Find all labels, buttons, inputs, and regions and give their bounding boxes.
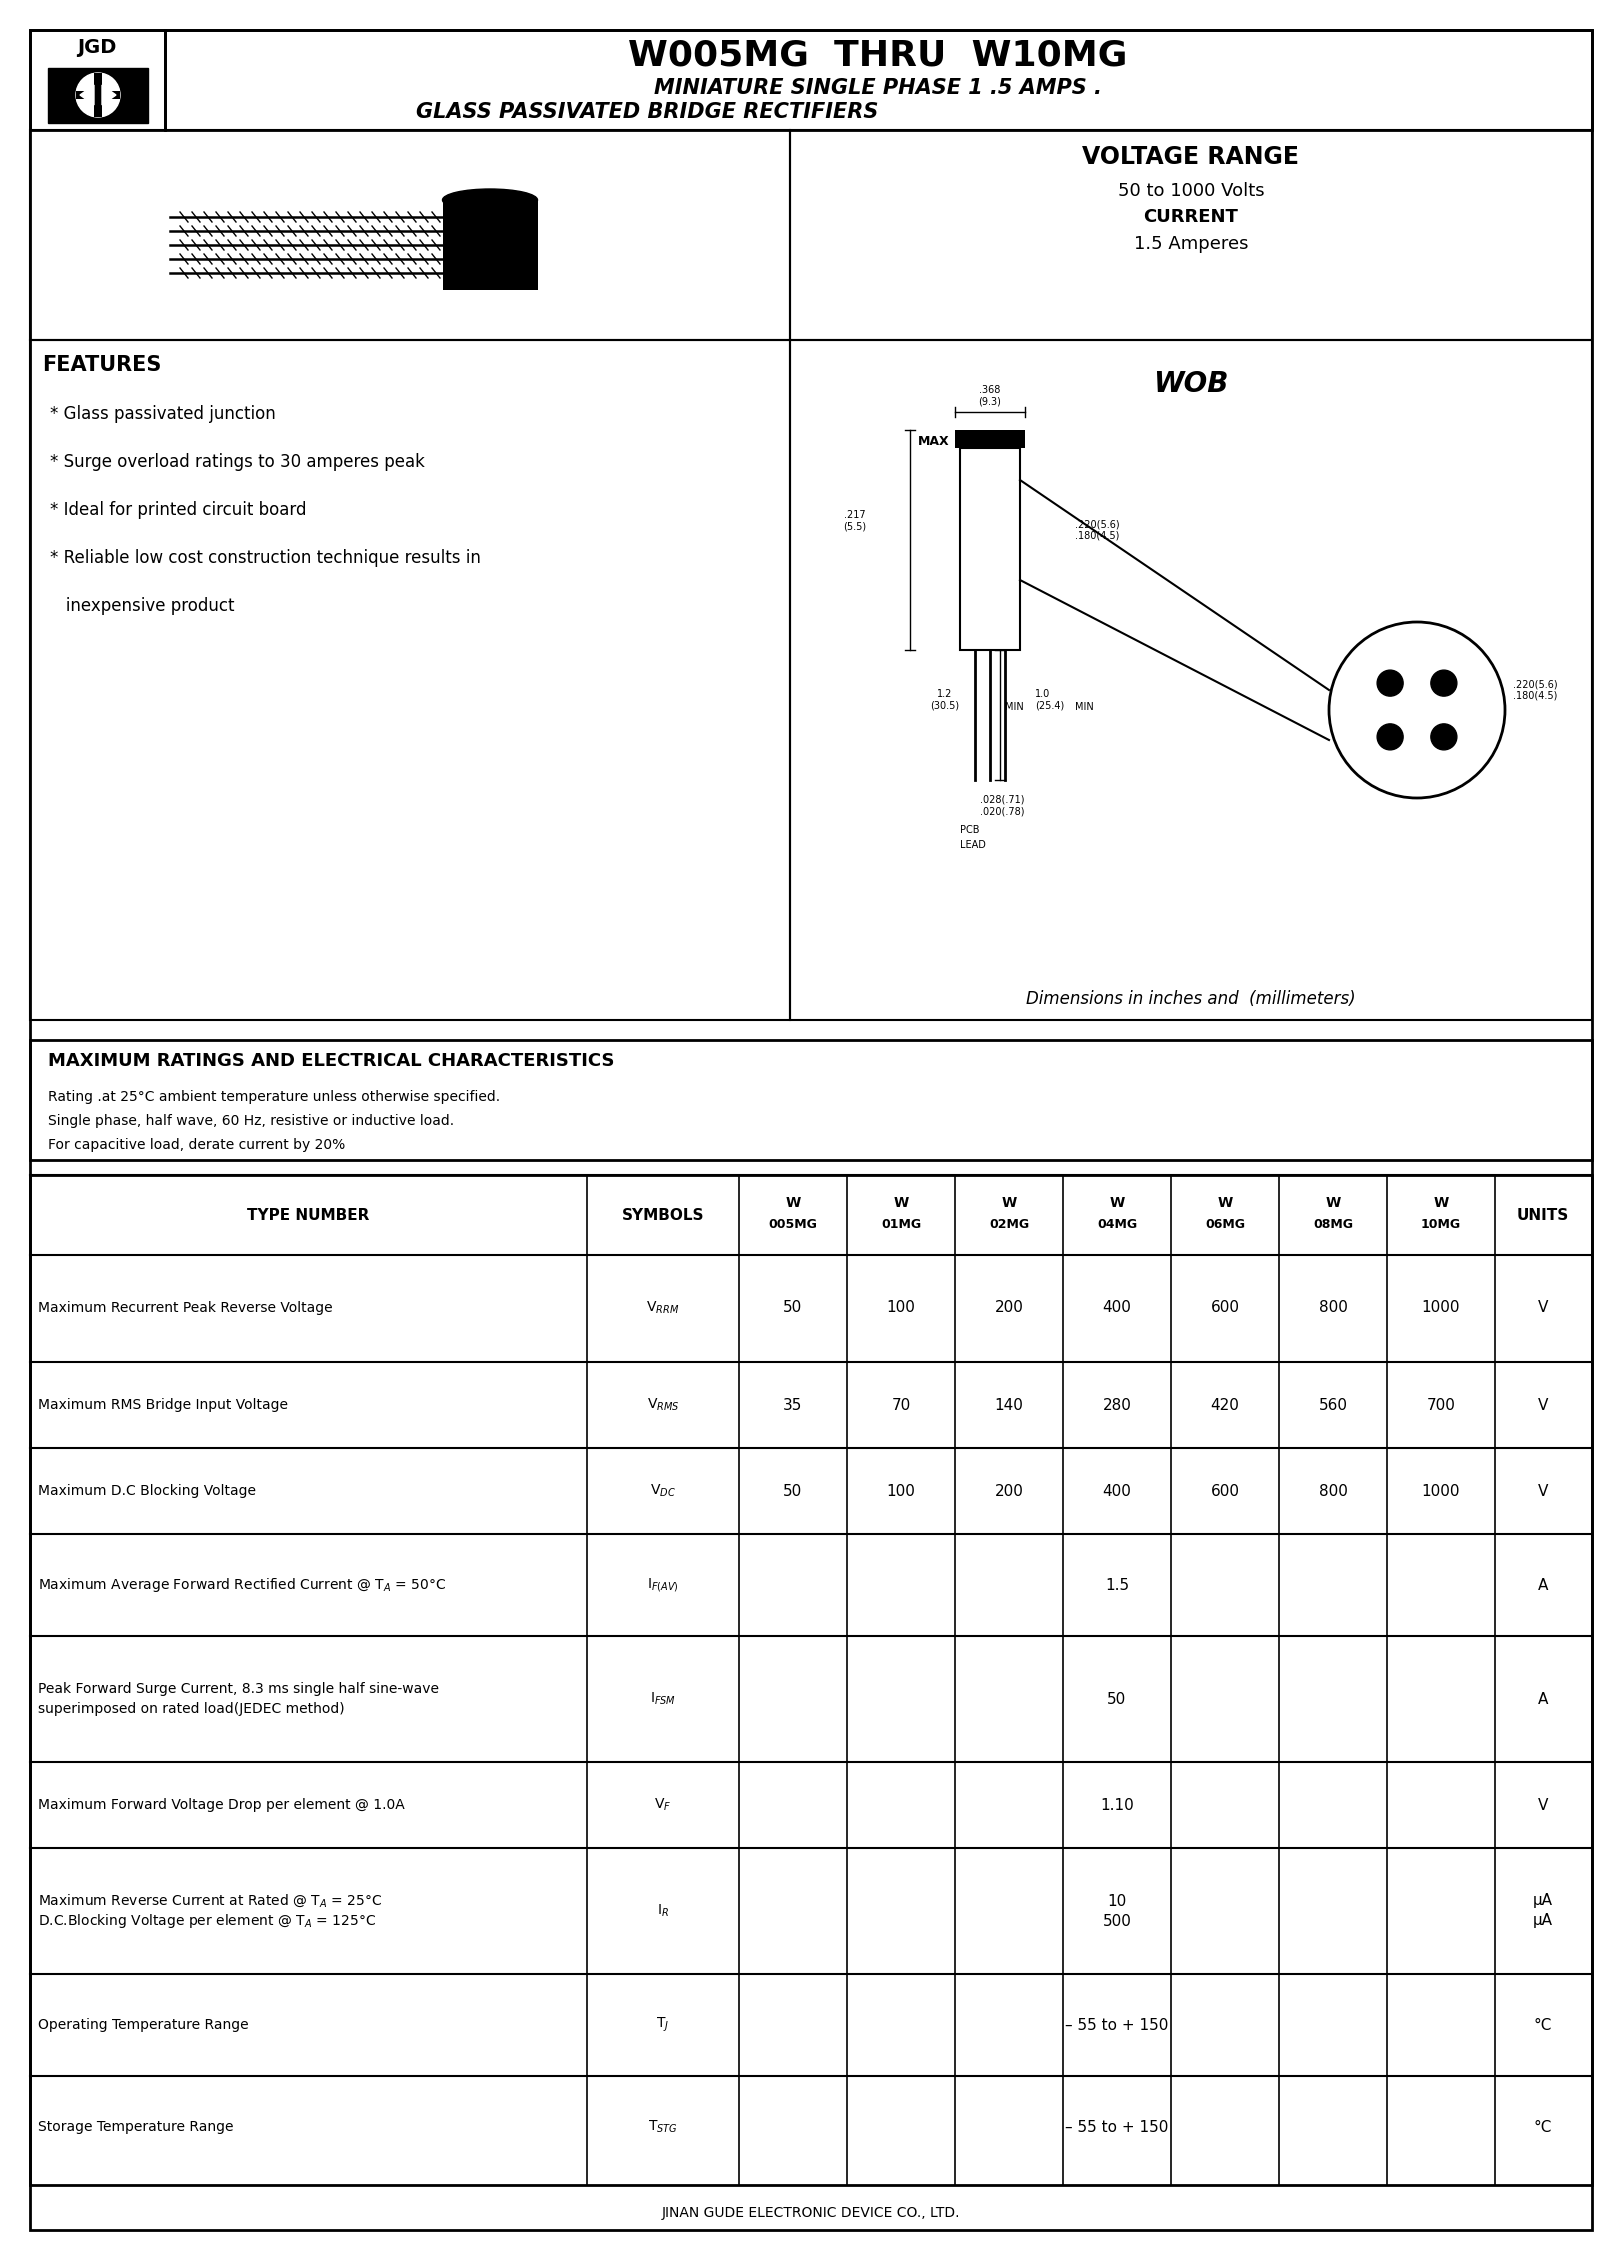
Text: 50: 50 [783,1300,803,1315]
Text: 10MG: 10MG [1421,1218,1461,1232]
Text: – 55 to + 150: – 55 to + 150 [1066,2018,1169,2032]
Text: 1.0
(25.4): 1.0 (25.4) [1035,689,1064,712]
Text: Maximum Recurrent Peak Reverse Voltage: Maximum Recurrent Peak Reverse Voltage [37,1302,333,1315]
Text: V$_{RMS}$: V$_{RMS}$ [647,1397,680,1412]
Text: °C: °C [1534,2018,1552,2032]
Text: V: V [1538,1397,1547,1412]
Text: VOLTAGE RANGE: VOLTAGE RANGE [1082,145,1299,170]
Text: 700: 700 [1427,1397,1455,1412]
Text: 1.10: 1.10 [1100,1797,1134,1813]
Text: GLASS PASSIVATED BRIDGE RECTIFIERS: GLASS PASSIVATED BRIDGE RECTIFIERS [415,102,878,122]
Text: MAX: MAX [918,434,949,447]
Text: 50: 50 [1108,1690,1127,1706]
Text: .217
(5.5): .217 (5.5) [843,511,866,531]
Bar [76,90,120,99]
Text: 500: 500 [1103,1914,1132,1928]
Text: D.C.Blocking Voltage per element @ T$_A$ = 125°C: D.C.Blocking Voltage per element @ T$_A$… [37,1912,376,1930]
Polygon shape [79,86,94,104]
Text: MINIATURE SINGLE PHASE 1 .5 AMPS .: MINIATURE SINGLE PHASE 1 .5 AMPS . [654,79,1101,97]
Text: W: W [1434,1196,1448,1209]
Text: Maximum Forward Voltage Drop per element @ 1.0A: Maximum Forward Voltage Drop per element… [37,1799,406,1813]
Text: 50: 50 [783,1483,803,1498]
Text: * Glass passivated junction: * Glass passivated junction [50,405,276,423]
Text: 04MG: 04MG [1096,1218,1137,1232]
Text: MIN: MIN [1075,703,1093,712]
Text: 400: 400 [1103,1483,1132,1498]
Polygon shape [102,86,117,104]
Bar [29,131,790,339]
Text: Peak Forward Surge Current, 8.3 ms single half sine-wave: Peak Forward Surge Current, 8.3 ms singl… [37,1681,440,1695]
Text: μA: μA [1533,1914,1552,1928]
Text: 200: 200 [994,1483,1023,1498]
Text: Operating Temperature Range: Operating Temperature Range [37,2018,248,2032]
Text: °C: °C [1534,2120,1552,2133]
Bar [29,29,165,131]
Text: Maximum Average Forward Rectified Current @ T$_A$ = 50°C: Maximum Average Forward Rectified Curren… [37,1575,446,1593]
Text: inexpensive product: inexpensive product [50,597,235,615]
Circle shape [1377,671,1403,696]
Text: I$_{F(AV)}$: I$_{F(AV)}$ [647,1575,680,1593]
Text: 01MG: 01MG [881,1218,921,1232]
Text: CURRENT: CURRENT [1144,208,1239,226]
Bar [94,72,102,118]
Text: 06MG: 06MG [1205,1218,1246,1232]
Text: MIN: MIN [1006,703,1023,712]
Text: SYMBOLS: SYMBOLS [621,1207,704,1223]
Text: WOB: WOB [1153,371,1229,398]
Circle shape [76,72,120,118]
Text: 800: 800 [1319,1483,1348,1498]
Text: * Ideal for printed circuit board: * Ideal for printed circuit board [50,502,307,520]
Text: * Surge overload ratings to 30 amperes peak: * Surge overload ratings to 30 amperes p… [50,452,425,470]
Text: superimposed on rated load(JEDEC method): superimposed on rated load(JEDEC method) [37,1702,344,1715]
Text: TYPE NUMBER: TYPE NUMBER [247,1207,370,1223]
Text: LEAD: LEAD [960,841,986,850]
Text: 100: 100 [887,1483,915,1498]
Text: A: A [1538,1577,1547,1593]
Text: Storage Temperature Range: Storage Temperature Range [37,2120,234,2133]
Ellipse shape [443,190,537,210]
Text: W: W [1109,1196,1124,1209]
Text: 70: 70 [892,1397,910,1412]
Bar [960,447,1020,651]
Text: V$_{RRM}$: V$_{RRM}$ [646,1300,680,1315]
Text: .028(.71)
.020(.78): .028(.71) .020(.78) [980,796,1025,816]
Text: W: W [1218,1196,1233,1209]
Text: V: V [1538,1300,1547,1315]
Bar [790,131,1593,339]
Text: 600: 600 [1210,1483,1239,1498]
Text: 200: 200 [994,1300,1023,1315]
Text: 400: 400 [1103,1300,1132,1315]
Text: JINAN GUDE ELECTRONIC DEVICE CO., LTD.: JINAN GUDE ELECTRONIC DEVICE CO., LTD. [662,2206,960,2219]
Bar [955,429,1025,447]
Text: W: W [1325,1196,1341,1209]
Text: W: W [894,1196,908,1209]
Bar [443,199,539,289]
Text: For capacitive load, derate current by 20%: For capacitive load, derate current by 2… [49,1139,345,1153]
Text: 35: 35 [783,1397,803,1412]
Text: I$_R$: I$_R$ [657,1903,668,1919]
Text: 1000: 1000 [1422,1483,1460,1498]
Circle shape [1431,671,1457,696]
Text: V$_{DC}$: V$_{DC}$ [650,1483,676,1498]
Text: T$_J$: T$_J$ [657,2016,670,2034]
Bar [165,29,1593,131]
Text: Dimensions in inches and  (millimeters): Dimensions in inches and (millimeters) [1027,990,1356,1008]
Text: 1000: 1000 [1422,1300,1460,1315]
Text: 50 to 1000 Volts: 50 to 1000 Volts [1118,183,1264,199]
Text: Rating .at 25°C ambient temperature unless otherwise specified.: Rating .at 25°C ambient temperature unle… [49,1089,500,1103]
Text: μA: μA [1533,1894,1552,1907]
Text: 005MG: 005MG [769,1218,817,1232]
Text: – 55 to + 150: – 55 to + 150 [1066,2120,1169,2133]
Text: 420: 420 [1210,1397,1239,1412]
Bar [49,68,148,122]
Text: W005MG  THRU  W10MG: W005MG THRU W10MG [628,38,1127,72]
Text: .368
(9.3): .368 (9.3) [978,386,1001,407]
Text: I$_{FSM}$: I$_{FSM}$ [650,1690,676,1706]
Text: Maximum D.C Blocking Voltage: Maximum D.C Blocking Voltage [37,1485,256,1498]
Bar [29,339,790,1019]
Text: FEATURES: FEATURES [42,355,161,375]
Circle shape [1377,723,1403,750]
Text: JGD: JGD [78,38,117,56]
Text: .220(5.6)
.180(4.5): .220(5.6) .180(4.5) [1075,520,1119,540]
Text: Maximum Reverse Current at Rated @ T$_A$ = 25°C: Maximum Reverse Current at Rated @ T$_A$… [37,1892,383,1910]
